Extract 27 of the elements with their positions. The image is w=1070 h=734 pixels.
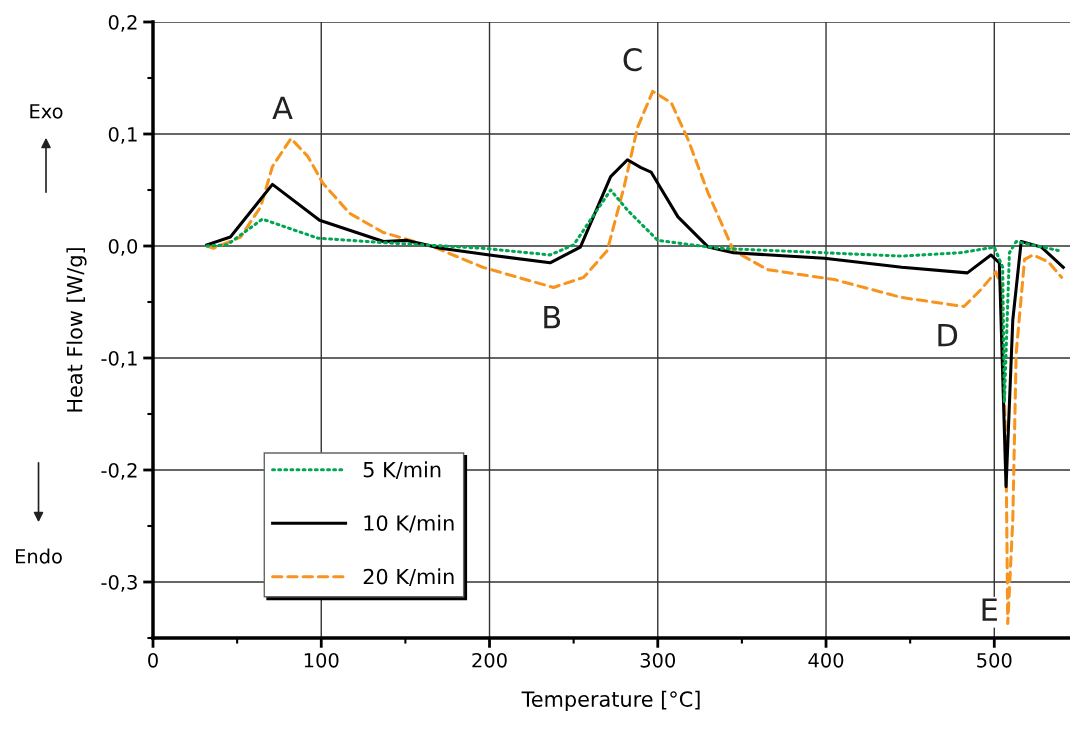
line-series xyxy=(205,89,1064,625)
text: Exo xyxy=(30,104,63,119)
y-tick-label: 0,0 xyxy=(108,238,138,256)
y-tick-label: 0,2 xyxy=(108,14,137,32)
x-tick-label: 400 xyxy=(808,652,844,668)
legend-label: 10 K/min xyxy=(364,514,454,533)
y-tick-label: -0,3 xyxy=(101,574,137,592)
x-tick-label: 300 xyxy=(640,652,676,668)
text: Endo xyxy=(16,548,62,564)
y-tick-label: 0,1 xyxy=(108,126,137,144)
x-tick-label: 200 xyxy=(472,652,507,668)
y-tick-label: -0,1 xyxy=(101,350,137,368)
annotation: C xyxy=(623,48,642,72)
x-tick-label: 100 xyxy=(304,652,339,668)
x-tick-label: 0 xyxy=(148,652,158,668)
x-axis-title: Temperature [°C] xyxy=(521,690,700,712)
annotation: B xyxy=(544,306,561,329)
line-series xyxy=(205,188,1060,405)
line-series xyxy=(205,158,1065,489)
legend-label: 20 K/min xyxy=(363,568,454,587)
annotation: E xyxy=(982,598,997,621)
annotation: A xyxy=(272,96,293,119)
y-tick-label: -0,2 xyxy=(101,462,137,480)
y-axis-title: Heat Flow [W/g] xyxy=(66,248,87,412)
legend-label: 5 K/min xyxy=(363,461,441,480)
x-tick-label: 500 xyxy=(977,652,1012,668)
annotation: D xyxy=(938,323,958,347)
